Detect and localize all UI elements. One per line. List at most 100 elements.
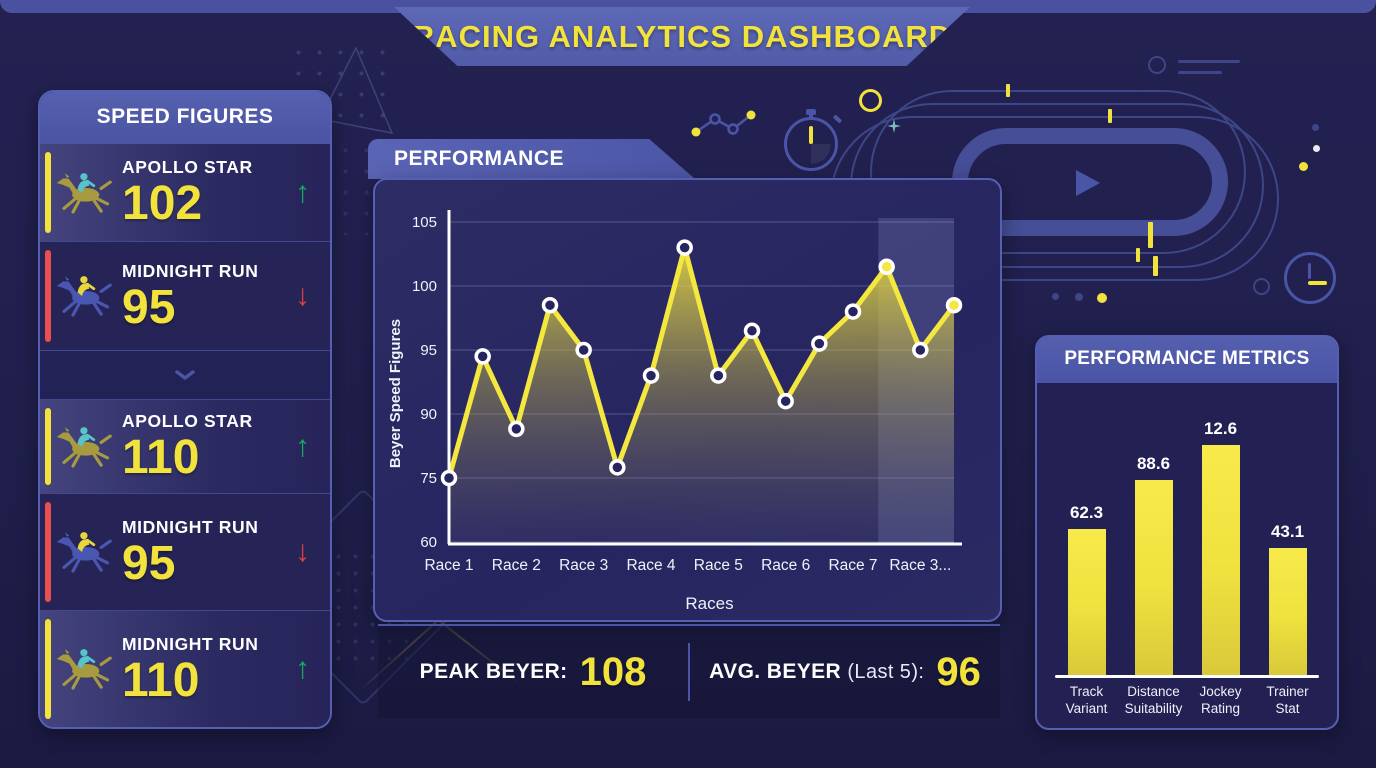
right-dot-1 [1312,124,1319,131]
horse-card-1[interactable]: APOLLO STAR 102 ↑ [40,144,330,242]
metric-bar [1268,548,1307,676]
data-point[interactable] [710,367,727,384]
top-right-line-1 [1178,60,1240,63]
avg-beyer-value: 96 [936,649,981,694]
triangle-sketch [318,46,394,135]
performance-metrics-header: PERFORMANCE METRICS [1037,337,1337,383]
bar-chart-baseline [1055,675,1319,679]
trend-down-icon: ↓ [295,279,310,312]
data-point[interactable] [777,392,794,410]
yellow-ring [859,89,882,112]
trend-accent-bar [45,619,51,719]
beyer-line-chart: 105 100 95 90 75 60 Race 1 Race 2 Race 3 Race 4 Ra… [412,210,963,574]
metric-column-trainer-stat[interactable]: 43.1 [1254,522,1321,676]
speed-figures-header: SPEED FIGURES [40,92,330,144]
performance-tab[interactable]: PERFORMANCE [368,139,695,179]
x-axis-label: Races [685,594,734,613]
app-header: RACING ANALYTICS DASHBOARD [394,7,970,66]
data-point[interactable] [844,303,862,320]
metric-column-distance-suitability[interactable]: 88.6 [1120,454,1187,676]
data-point[interactable] [743,322,761,340]
y-tick-label: 60 [420,534,437,551]
data-point[interactable] [945,296,963,314]
data-point[interactable] [609,459,626,476]
trend-accent-bar [45,502,51,602]
peak-beyer-value: 108 [579,649,647,694]
track-tick-4 [1136,248,1140,262]
right-dot-2 [1313,145,1320,152]
top-right-ring [1148,56,1166,74]
x-tick-label: Race 3... [889,557,951,574]
trend-accent-bar [45,152,51,233]
bottom-dot-3 [1097,293,1107,303]
performance-metrics-panel: PERFORMANCE METRICS 62.3 88.6 12.6 43.1 [1035,335,1339,730]
track-tick-5 [1153,256,1158,276]
metric-bar [1067,529,1106,676]
speed-figure-value: 110 [122,653,200,707]
horse-name: APOLLO STAR [122,411,253,431]
x-tick-label: Race 4 [626,557,675,574]
metric-label: Jockey Rating [1199,684,1242,717]
y-tick-label: 100 [412,278,437,295]
y-tick-label: 90 [420,406,437,423]
trend-down-icon: ↓ [295,535,310,568]
data-point[interactable] [474,348,491,365]
performance-chart-panel: Beyer Speed Figures 105 100 95 90 75 60 Race 1… [373,178,1002,622]
metric-column-track-variant[interactable]: 62.3 [1053,503,1120,676]
speed-figures-panel: SPEED FIGURES APOLLO STAR 102 ↑ [38,90,332,729]
data-point[interactable] [811,335,828,352]
racehorse-icon [56,426,112,468]
data-point[interactable] [541,296,559,314]
x-tick-label: Race 5 [694,557,743,574]
performance-tab-label: PERFORMANCE [394,147,565,170]
data-point[interactable] [575,341,592,359]
trend-up-icon: ↑ [295,175,310,209]
small-ring-bottom [1253,278,1270,295]
x-tick-label: Race 2 [492,557,541,574]
x-tick-label: Race 3 [559,557,608,574]
x-tick-label: Race 6 [761,557,810,574]
chevron-down-icon[interactable] [174,369,196,381]
avg-beyer-label: AVG. BEYER (Last 5): [709,660,925,683]
metrics-bar-chart: 62.3 88.6 12.6 43.1 Track Variant [1037,383,1337,728]
racehorse-icon [56,276,112,317]
metric-labels: Track Variant Distance Suitability Jockey R… [1053,684,1321,718]
stats-divider [688,643,690,701]
scroll-indicator-row [40,351,330,400]
page-title: RACING ANALYTICS DASHBOARD [411,18,953,54]
metric-bars: 62.3 88.6 12.6 43.1 [1053,391,1321,676]
metric-bar [1134,480,1173,676]
sparkle-icon [887,119,901,133]
metric-value: 43.1 [1270,522,1305,542]
trend-up-icon: ↑ [295,429,310,463]
horse-card-4[interactable]: MIDNIGHT RUN 95 ↓ [40,494,330,611]
horse-name: MIDNIGHT RUN [122,516,259,537]
trend-accent-bar [45,408,51,485]
metric-value: 12.6 [1203,419,1238,439]
speed-figure-value: 110 [122,431,200,484]
top-right-line-2 [1178,71,1222,74]
data-point[interactable] [440,469,458,487]
x-tick-label: Race 7 [828,557,877,574]
horse-card-2[interactable]: MIDNIGHT RUN 95 ↓ [40,242,330,351]
speed-figure-value: 95 [122,280,176,334]
racehorse-icon [56,172,112,214]
data-point[interactable] [508,420,525,438]
performance-metrics-title: PERFORMANCE METRICS [1064,348,1310,369]
track-tick-1 [1006,84,1010,97]
data-point[interactable] [642,367,660,384]
data-point[interactable] [912,341,929,359]
metric-column-jockey-rating[interactable]: 12.6 [1187,419,1254,676]
data-point[interactable] [878,258,895,276]
avg-beyer-sublabel: (Last 5): [847,661,925,683]
x-tick-label: Race 1 [424,557,473,574]
horse-card-3[interactable]: APOLLO STAR 110 ↑ [40,400,330,494]
bottom-dot-1 [1052,293,1059,300]
data-point[interactable] [676,239,693,256]
peak-beyer-label: PEAK BEYER: [419,660,568,683]
horse-name: MIDNIGHT RUN [122,260,259,281]
right-dot-3 [1299,162,1308,171]
horse-card-5[interactable]: MIDNIGHT RUN 110 ↑ [40,611,330,727]
mini-trend-doodle [691,110,756,137]
